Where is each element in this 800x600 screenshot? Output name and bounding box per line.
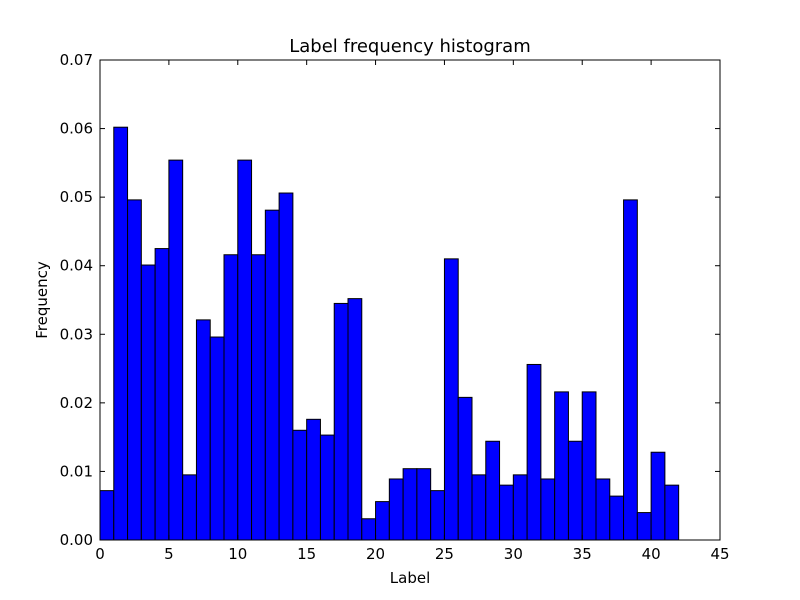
histogram-bar [650,451,666,541]
y-tick-label: 0.00 [60,531,93,549]
histogram-bar [237,159,253,541]
y-tick-label: 0.01 [60,462,93,480]
histogram-bar [526,363,542,541]
histogram-bar [278,192,294,541]
x-axis-ticks: 0 5 10 15 20 25 30 35 40 45 [95,60,730,563]
y-tick-label: 0.03 [60,325,93,343]
plot-frame [99,59,721,541]
histogram-bar [609,495,625,541]
x-tick-label: 35 [573,545,592,563]
y-axis-ticks: 0.00 0.01 0.02 0.03 0.04 0.05 0.06 0.07 [60,51,720,549]
y-tick-label: 0.05 [60,188,93,206]
chart-title: Label frequency histogram [289,36,531,57]
histogram-bar [623,199,638,541]
histogram-bar [361,518,377,541]
y-axis-label: Frequency [33,261,51,339]
histogram-bar [499,484,514,541]
x-tick-label: 10 [228,545,247,563]
histogram-bar [388,478,404,541]
histogram-bar [306,418,321,541]
x-tick-label: 15 [297,545,316,563]
histogram-bar [402,468,418,541]
y-tick-label: 0.04 [60,257,93,275]
histogram-bar [595,478,611,541]
histogram-bar [664,484,680,541]
x-tick-label: 25 [435,545,454,563]
y-tick-label: 0.06 [60,120,93,138]
x-tick-label: 20 [366,545,385,563]
histogram-bar [540,478,556,541]
histogram-bar [636,512,652,541]
histogram-bar [512,474,528,541]
histogram-bar [99,490,115,541]
y-tick-label: 0.07 [60,51,93,69]
histogram-bar [485,440,501,541]
histogram-bar [319,434,335,541]
histogram-bar [416,468,432,541]
histogram-bar [581,391,597,541]
histogram-bar [375,501,390,541]
x-axis-label: Label [390,569,430,587]
histogram-bar [554,391,569,541]
y-tick-label: 0.02 [60,394,93,412]
histogram-bar [251,254,266,541]
histogram-bar [471,474,487,541]
x-tick-label: 0 [95,545,105,563]
x-tick-label: 40 [642,545,661,563]
histogram-bar [443,258,459,541]
histogram-bar [264,209,280,541]
histogram-bar [209,336,225,541]
histogram-bar [223,254,239,541]
histogram-bar [140,264,156,541]
histogram-bar [154,248,170,541]
histogram-bar [333,302,349,541]
histogram-bar [127,199,142,541]
histogram-bar [113,126,129,541]
histogram-bar [430,490,445,541]
histogram-bar [168,159,184,541]
x-tick-label: 5 [164,545,174,563]
histogram-bar [195,319,211,541]
histogram-bar [567,440,583,541]
histogram-bar [347,298,363,541]
histogram-bar [457,396,473,541]
histogram-bar [292,429,308,541]
bars-group [99,126,680,541]
histogram-bar [182,474,197,541]
x-tick-label: 45 [710,545,729,563]
x-tick-label: 30 [504,545,523,563]
